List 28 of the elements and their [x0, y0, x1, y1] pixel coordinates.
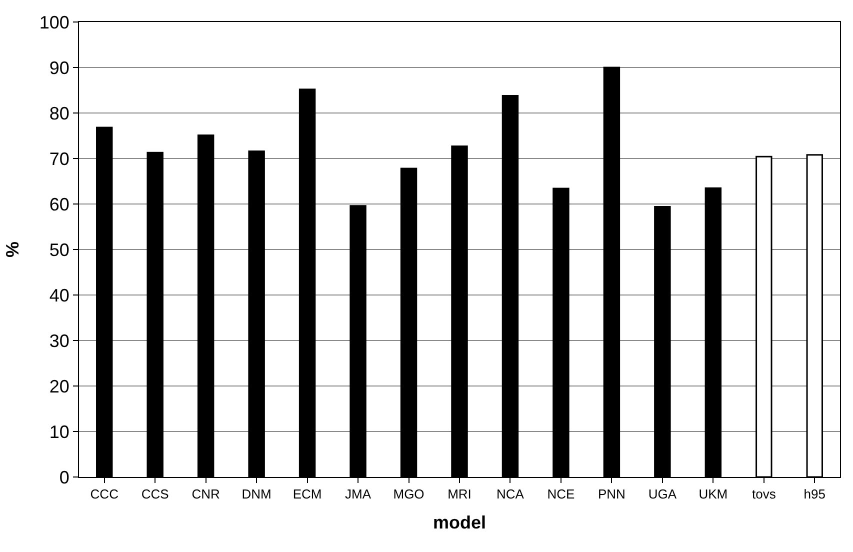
y-axis-title: % [2, 241, 23, 258]
x-tick-label: h95 [804, 486, 826, 502]
y-tick-label: 30 [49, 330, 70, 351]
y-tick-label: 20 [49, 376, 70, 396]
x-tick-label: NCE [547, 486, 576, 502]
x-axis-title: model [432, 512, 486, 533]
y-tick-label: 100 [39, 12, 70, 32]
y-tick-label: 90 [49, 58, 70, 78]
x-tick-label: MGO [393, 486, 424, 502]
x-tick-label: CCC [90, 486, 118, 502]
x-tick-label: tovs [752, 486, 776, 502]
y-tick-label: 40 [49, 285, 70, 306]
x-tick-label: UKM [698, 486, 728, 502]
x-tick-label: UGA [648, 486, 677, 502]
x-tick-label: JMA [345, 486, 372, 502]
x-tick-label: CNR [192, 486, 220, 502]
y-tick-label: 50 [49, 240, 70, 260]
y-tick-label: 60 [49, 194, 70, 214]
x-tick-label: NCA [496, 486, 524, 502]
y-tick-label: 0 [59, 467, 70, 488]
y-tick-label: 10 [49, 422, 70, 442]
y-tick-label: 70 [49, 148, 70, 169]
x-tick-label: ECM [292, 486, 322, 502]
y-tick-label: 80 [49, 103, 70, 124]
x-tick-label: PNN [598, 486, 626, 502]
x-tick-label: MRI [448, 486, 472, 502]
x-tick-label: CCS [141, 486, 170, 502]
x-tick-label: DNM [242, 486, 272, 502]
